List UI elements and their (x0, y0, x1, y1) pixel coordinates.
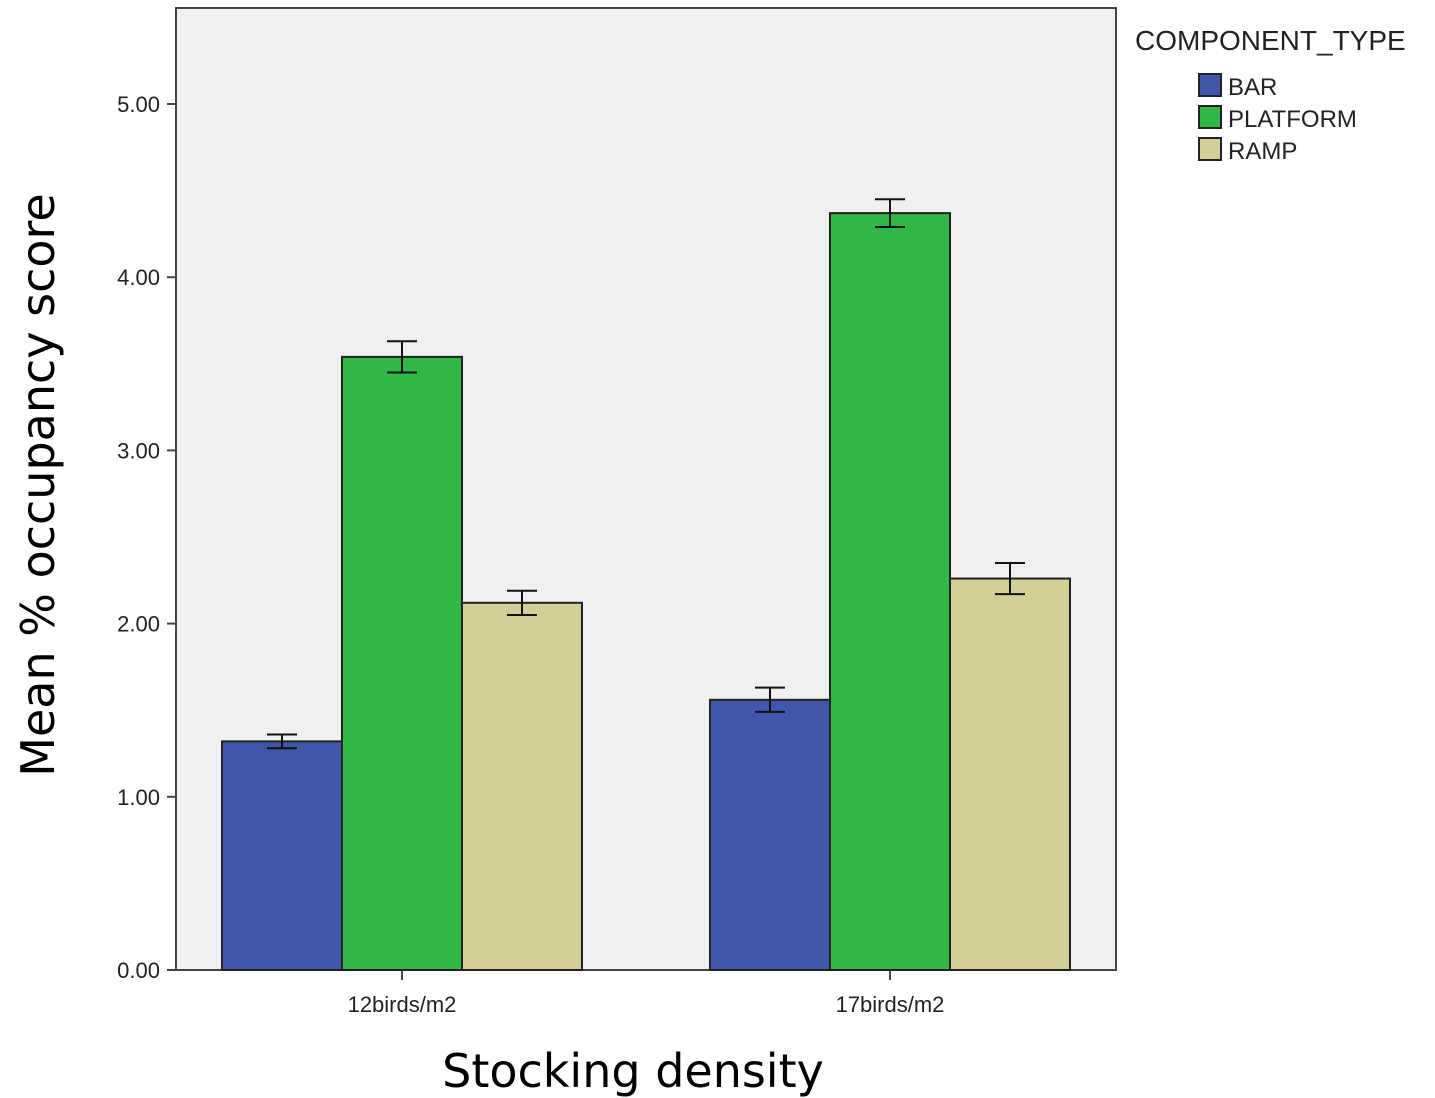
x-category-label: 17birds/m2 (836, 992, 945, 1017)
legend-label-ramp: RAMP (1228, 138, 1297, 165)
bar-platform-1 (829, 212, 951, 971)
legend-swatch-bar (1198, 73, 1222, 97)
y-tick-label: 3.00 (117, 438, 160, 463)
bar-bar-0 (221, 740, 343, 971)
legend-swatch-platform (1198, 105, 1222, 129)
legend-title: COMPONENT_TYPE (1135, 25, 1406, 56)
y-tick-label: 4.00 (117, 265, 160, 290)
error-bars (267, 198, 1025, 750)
x-category-label: 12birds/m2 (348, 992, 457, 1017)
y-tick-label: 5.00 (117, 92, 160, 117)
y-axis-title: Mean % occupancy score (11, 193, 65, 776)
legend-swatch-ramp (1198, 137, 1222, 161)
y-tick-label: 2.00 (117, 612, 160, 637)
bar-ramp-1 (949, 577, 1071, 971)
bar-bar-1 (709, 698, 831, 971)
legend-label-platform: PLATFORM (1228, 106, 1357, 133)
bar-ramp-0 (461, 601, 583, 971)
x-axis: 12birds/m2 17birds/m2 (348, 970, 945, 1017)
bar-platform-0 (341, 355, 463, 971)
bars (221, 212, 1071, 971)
y-tick-label: 1.00 (117, 785, 160, 810)
x-axis-title: Stocking density (442, 1044, 824, 1098)
y-tick-label: 0.00 (117, 958, 160, 983)
legend-label-bar: BAR (1228, 74, 1277, 101)
legend: COMPONENT_TYPE BAR PLATFORM RAMP (1135, 25, 1406, 165)
y-axis: 0.00 1.00 2.00 3.00 4.00 5.00 (117, 92, 176, 983)
